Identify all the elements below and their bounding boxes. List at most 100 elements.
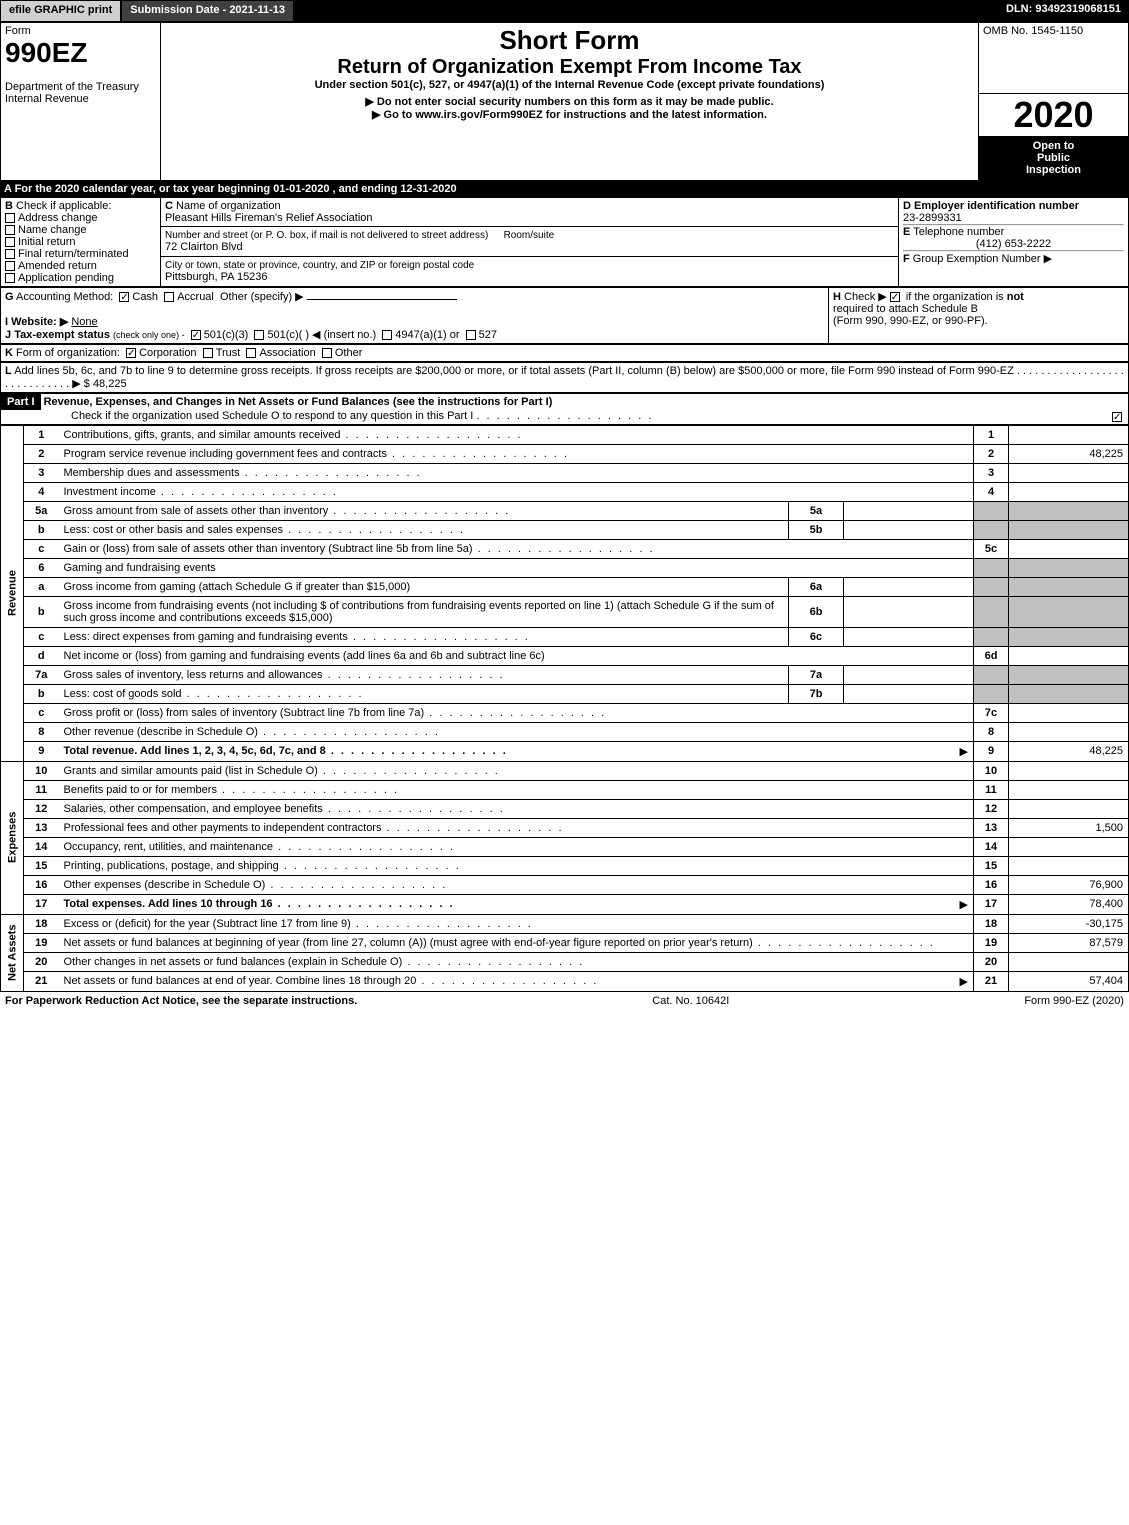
row-a: A For the 2020 calendar year, or tax yea… — [0, 181, 1129, 197]
street-value: 72 Clairton Blvd — [165, 241, 243, 253]
gh-section: G Accounting Method: Cash Accrual Other … — [0, 287, 1129, 344]
line-6a-sub: 6a — [789, 577, 844, 596]
line-18-val: -30,175 — [1009, 914, 1129, 933]
4947-checkbox[interactable] — [382, 330, 392, 340]
tax-year: 2020 — [979, 94, 1128, 136]
inspection-box: Open to Public Inspection — [979, 136, 1128, 180]
527-checkbox[interactable] — [466, 330, 476, 340]
line-3-num: 3 — [24, 463, 59, 482]
part-i-label: Part I — [1, 394, 41, 410]
expenses-vlabel: Expenses — [1, 761, 24, 914]
other-org-checkbox[interactable] — [322, 348, 332, 358]
footer-mid: Cat. No. 10642I — [652, 995, 729, 1007]
line-7b-sub: 7b — [789, 684, 844, 703]
street-label: Number and street (or P. O. box, if mail… — [165, 230, 488, 241]
omb-label: OMB No. 1545-1150 — [983, 25, 1124, 37]
association-checkbox[interactable] — [246, 348, 256, 358]
line-15-desc: Printing, publications, postage, and shi… — [64, 860, 461, 872]
line-9-num: 9 — [24, 741, 59, 761]
k-section: K Form of organization: Corporation Trus… — [0, 344, 1129, 362]
line-6b-sub: 6b — [789, 596, 844, 627]
line-10-desc: Grants and similar amounts paid (list in… — [64, 765, 500, 777]
revenue-vlabel: Revenue — [1, 425, 24, 761]
line-7b-shade2 — [1009, 684, 1129, 703]
line-16-num: 16 — [24, 875, 59, 894]
footer-right: Form 990-EZ (2020) — [1024, 995, 1124, 1007]
line-6c-shade2 — [1009, 627, 1129, 646]
line-17-arrow: ▶ — [960, 898, 968, 911]
name-change-checkbox[interactable] — [5, 225, 15, 235]
line-15-val — [1009, 856, 1129, 875]
accrual-checkbox[interactable] — [164, 292, 174, 302]
line-11-val — [1009, 780, 1129, 799]
initial-return-label: Initial return — [18, 236, 75, 248]
line-6c-sub: 6c — [789, 627, 844, 646]
line-14-desc: Occupancy, rent, utilities, and maintena… — [64, 841, 456, 853]
line-9-box: 9 — [974, 741, 1009, 761]
h-check-label: Check ▶ — [844, 291, 887, 303]
line-14-box: 14 — [974, 837, 1009, 856]
line-19-box: 19 — [974, 933, 1009, 952]
line-11-num: 11 — [24, 780, 59, 799]
amended-return-checkbox[interactable] — [5, 261, 15, 271]
line-4-num: 4 — [24, 482, 59, 501]
h-text: if the organization is — [906, 291, 1007, 303]
schedule-o-checkbox[interactable] — [1112, 412, 1122, 422]
line-1-desc: Contributions, gifts, grants, and simila… — [64, 429, 523, 441]
line-6-num: 6 — [24, 558, 59, 577]
dln-label: DLN: 93492319068151 — [998, 0, 1129, 22]
line-6d-num: d — [24, 646, 59, 665]
line-2-val: 48,225 — [1009, 444, 1129, 463]
line-8-box: 8 — [974, 722, 1009, 741]
line-11-desc: Benefits paid to or for members — [64, 784, 400, 796]
initial-return-checkbox[interactable] — [5, 237, 15, 247]
part1-lines: Revenue 1 Contributions, gifts, grants, … — [0, 425, 1129, 992]
other-specify-label: Other (specify) ▶ — [220, 291, 304, 303]
form-label: Form — [5, 25, 156, 37]
line-7b-subval — [844, 684, 974, 703]
line-5a-shade2 — [1009, 501, 1129, 520]
irs-label: Internal Revenue — [5, 93, 156, 105]
other-specify-input[interactable] — [307, 299, 457, 300]
line-1-box: 1 — [974, 425, 1009, 444]
group-exemption-arrow: ▶ — [1044, 253, 1052, 265]
line-1-val — [1009, 425, 1129, 444]
501c-checkbox[interactable] — [254, 330, 264, 340]
form-header: Form 990EZ Department of the Treasury In… — [0, 22, 1129, 181]
line-8-num: 8 — [24, 722, 59, 741]
line-13-num: 13 — [24, 818, 59, 837]
line-21-arrow: ▶ — [960, 975, 968, 988]
row-l-amount: 48,225 — [93, 378, 127, 390]
line-7c-num: c — [24, 703, 59, 722]
cash-checkbox[interactable] — [119, 292, 129, 302]
trust-checkbox[interactable] — [203, 348, 213, 358]
h-checkbox[interactable] — [890, 292, 900, 302]
line-21-box: 21 — [974, 971, 1009, 991]
row-h-label: H — [833, 291, 841, 303]
line-19-desc: Net assets or fund balances at beginning… — [64, 937, 935, 949]
h-not: not — [1007, 291, 1024, 303]
top-bar: efile GRAPHIC print Submission Date - 20… — [0, 0, 1129, 22]
line-7a-subval — [844, 665, 974, 684]
501c3-checkbox[interactable] — [191, 330, 201, 340]
final-return-checkbox[interactable] — [5, 249, 15, 259]
line-17-desc: Total expenses. Add lines 10 through 16 — [64, 898, 455, 910]
line-5a-num: 5a — [24, 501, 59, 520]
line-11-box: 11 — [974, 780, 1009, 799]
line-10-box: 10 — [974, 761, 1009, 780]
ein-label: Employer identification number — [914, 200, 1079, 212]
corporation-checkbox[interactable] — [126, 348, 136, 358]
application-pending-checkbox[interactable] — [5, 273, 15, 283]
line-9-desc: Total revenue. Add lines 1, 2, 3, 4, 5c,… — [64, 745, 508, 757]
line-16-box: 16 — [974, 875, 1009, 894]
ein-value: 23-2899331 — [903, 212, 962, 224]
line-3-val — [1009, 463, 1129, 482]
line-13-desc: Professional fees and other payments to … — [64, 822, 564, 834]
address-change-checkbox[interactable] — [5, 213, 15, 223]
line-5b-num: b — [24, 520, 59, 539]
efile-tab[interactable]: efile GRAPHIC print — [0, 0, 121, 22]
short-form-title: Short Form — [165, 25, 974, 56]
line-17-val: 78,400 — [1009, 894, 1129, 914]
goto-link[interactable]: ▶ Go to www.irs.gov/Form990EZ for instru… — [165, 108, 974, 121]
line-6a-shade2 — [1009, 577, 1129, 596]
